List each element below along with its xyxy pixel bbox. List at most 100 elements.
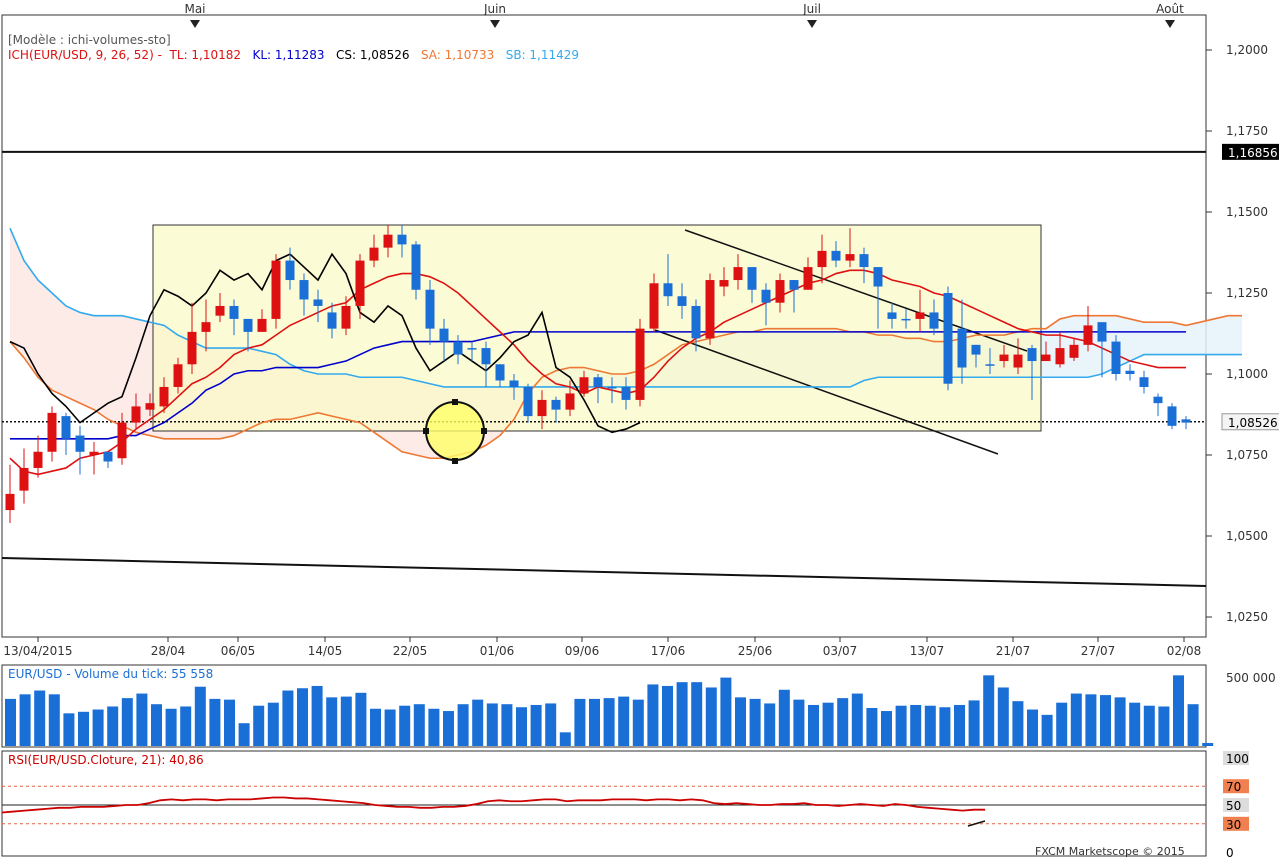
candle-up [607, 386, 617, 389]
rsi-trendline [967, 820, 986, 827]
volume-bar [194, 686, 206, 746]
candle-down [775, 280, 785, 303]
candle-up [747, 267, 757, 290]
candle-down [173, 364, 183, 387]
volume-bar [384, 709, 396, 746]
candle-down [1041, 354, 1051, 362]
volume-bar [822, 702, 834, 746]
cloud-segment [122, 315, 136, 433]
volume-bar [559, 732, 571, 746]
x-tick-label: 25/06 [738, 644, 773, 658]
support-trendline [1, 557, 1207, 587]
volume-bar [1143, 705, 1155, 746]
volume-bar [939, 707, 951, 746]
month-label: Août [1156, 2, 1184, 16]
volume-bar [1129, 702, 1141, 746]
candle-up [691, 305, 701, 339]
candle-down [803, 267, 813, 290]
candle-up [551, 399, 561, 410]
candle-up [1125, 370, 1135, 374]
candle-up [229, 305, 239, 319]
template-label: [Modèle : ichi-volumes-sto] [8, 33, 171, 47]
x-tick-label: 02/08 [1167, 644, 1202, 658]
x-tick-label: 09/06 [565, 644, 600, 658]
candle-up [61, 416, 71, 439]
month-marker-icon [1165, 20, 1175, 28]
candle-down [915, 312, 925, 319]
volume-bar [370, 708, 381, 746]
volume-bar [443, 711, 454, 746]
candle-down [19, 467, 29, 491]
volume-bar [778, 689, 790, 746]
volume-bar [63, 713, 75, 746]
candle-down [215, 305, 225, 316]
volume-bar [516, 707, 527, 746]
candle-up [789, 280, 799, 290]
candle-down [1055, 348, 1065, 365]
candle-down [47, 412, 57, 452]
x-tick-label: 14/05 [308, 644, 343, 658]
volume-bar [34, 690, 46, 746]
senkou-a-line [9, 314, 1242, 460]
y-tick-label: 1,2000 [1226, 43, 1268, 57]
candle-down [537, 399, 547, 417]
price-tag-close [1221, 413, 1279, 431]
volume-bar [1041, 714, 1053, 746]
rsi-tick-label: 30 [1226, 818, 1241, 832]
candle-up [495, 364, 505, 381]
x-tick-label: 13/07 [910, 644, 945, 658]
rsi-tick-bg [1223, 779, 1249, 794]
ich-label: ICH(EUR/USD, 9, 26, 52) - [8, 48, 162, 62]
candle-up [943, 293, 953, 384]
volume-bar [968, 700, 980, 746]
candle-down [201, 322, 211, 332]
rsi-tick-label: 50 [1226, 799, 1241, 813]
kl-label: KL: 1,11283 [252, 48, 325, 62]
candle-down [649, 283, 659, 329]
volume-bar [1173, 675, 1184, 746]
y-tick-label: 1,0750 [1226, 448, 1268, 462]
candle-up [1097, 322, 1107, 342]
volume-bar [574, 698, 586, 746]
candle-up [1167, 406, 1177, 426]
volume-bar [48, 694, 60, 746]
candle-up [439, 328, 449, 342]
volume-bar [749, 698, 761, 746]
consolidation-rectangle [152, 224, 1042, 432]
volume-bar [910, 704, 922, 746]
rsi-tick-bg [1223, 798, 1249, 812]
candle-up [103, 451, 113, 462]
cloud-segment [24, 260, 38, 378]
volume-bar [662, 685, 673, 746]
x-tick-label: 03/07 [823, 644, 858, 658]
x-tick-label: 28/04 [151, 644, 186, 658]
volume-bar [1114, 697, 1126, 746]
candle-down [187, 331, 197, 365]
y-tick-label: 1,1500 [1226, 205, 1268, 219]
volume-bar [224, 699, 235, 746]
x-tick-label: 21/07 [996, 644, 1031, 658]
volume-bar [676, 682, 688, 746]
candle-up [985, 364, 995, 366]
volume-bar [545, 703, 557, 746]
x-tick-label: 17/06 [651, 644, 686, 658]
candle-up [887, 312, 897, 319]
volume-bar [326, 697, 338, 746]
volume-bar [1027, 709, 1038, 746]
volume-bar [866, 708, 878, 746]
candle-down [369, 247, 379, 261]
volume-bar [1187, 704, 1199, 746]
candle-down [1013, 354, 1023, 368]
volume-bar [413, 704, 425, 746]
volume-bar [647, 684, 659, 746]
volume-bar [720, 677, 732, 746]
candle-up [957, 328, 967, 368]
volume-bar [282, 690, 294, 746]
x-tick-label: 06/05 [221, 644, 256, 658]
sb-label: SB: 1,11429 [505, 48, 580, 62]
handle-icon [423, 428, 429, 434]
candle-down [5, 493, 15, 511]
price-tag-resistance [1222, 143, 1279, 160]
candle-up [313, 299, 323, 306]
